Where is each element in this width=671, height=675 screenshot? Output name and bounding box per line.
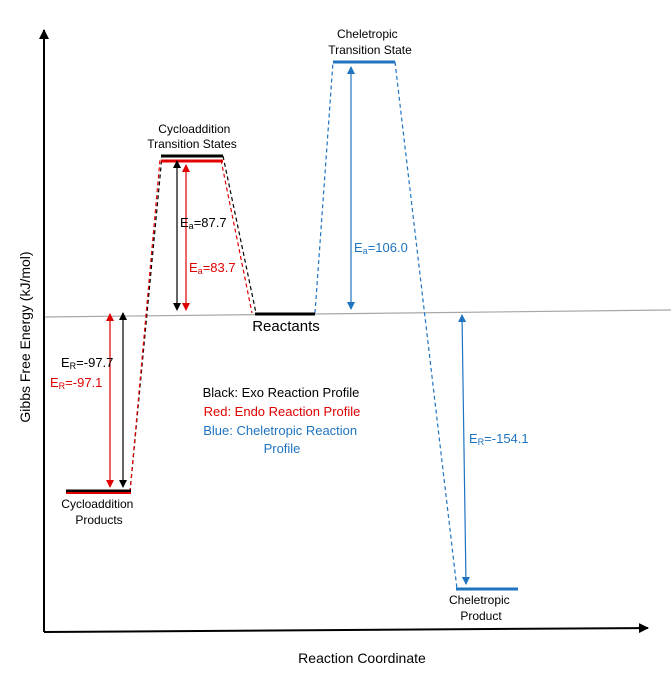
legend-endo: Red: Endo Reaction Profile	[204, 404, 361, 419]
reactants-label: Reactants	[252, 318, 320, 335]
er-exo-label: ER=-97.7	[61, 355, 113, 371]
er-chel-arrow	[458, 314, 470, 585]
ea-chel-label: Ea=106.0	[354, 240, 408, 256]
legend-chel: Blue: Cheletropic Reaction Profile	[203, 423, 361, 456]
y-axis-title: Gibbs Free Energy (kJ/mol)	[17, 251, 33, 422]
cyclo-products-label: Cycloaddition Products	[61, 497, 136, 527]
legend-exo: Black: Exo Reaction Profile	[203, 385, 360, 400]
reactant-baseline	[43, 309, 671, 318]
er-chel-label: ER=-154.1	[469, 431, 529, 447]
x-axis	[43, 623, 649, 634]
ea-exo-label: Ea=87.7	[180, 215, 227, 231]
ea-endo-label: Ea=83.7	[189, 260, 236, 276]
chel-profile-connectors	[314, 61, 458, 590]
cyclo-ts-label: Cycloaddition Transition States	[147, 122, 237, 151]
chel-ts-label: Cheletropic Transition State	[328, 27, 412, 57]
x-axis-title: Reaction Coordinate	[298, 650, 426, 666]
exo-profile-connectors	[129, 155, 257, 493]
er-endo-label: ER=-97.1	[50, 375, 102, 391]
endo-profile-connectors	[129, 159, 253, 493]
chel-product-label: Cheletropic Product	[449, 593, 513, 623]
